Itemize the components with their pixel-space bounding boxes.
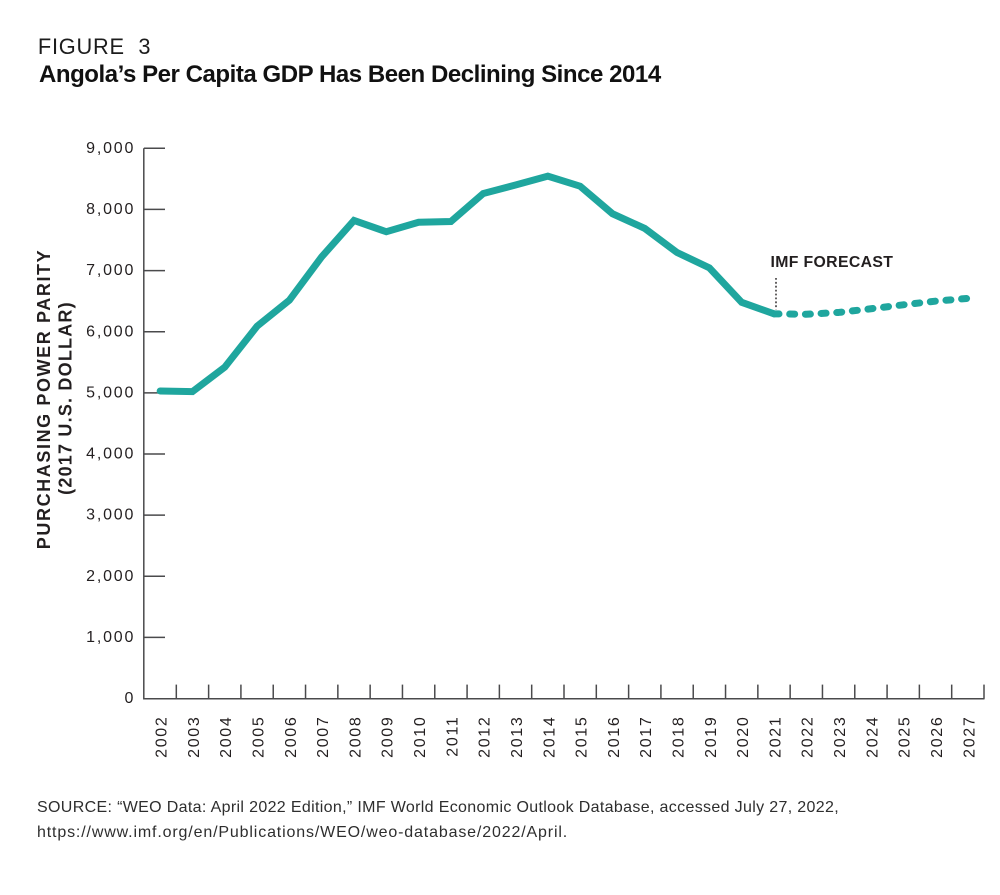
svg-text:2016: 2016 [606,716,623,758]
svg-text:2012: 2012 [477,716,494,758]
svg-text:2004: 2004 [218,716,235,758]
svg-text:2005: 2005 [250,716,267,758]
svg-text:5,000: 5,000 [86,384,135,401]
svg-text:4,000: 4,000 [86,446,135,463]
svg-text:2011: 2011 [444,716,461,757]
svg-text:2023: 2023 [832,716,849,758]
svg-text:7,000: 7,000 [86,262,135,279]
svg-text:2018: 2018 [670,716,687,758]
svg-text:2026: 2026 [929,716,946,758]
svg-text:2024: 2024 [864,716,881,758]
svg-text:2003: 2003 [186,716,203,758]
svg-text:2009: 2009 [380,716,397,758]
svg-text:2013: 2013 [509,716,526,758]
svg-text:2015: 2015 [574,716,591,758]
svg-text:IMF FORECAST: IMF FORECAST [771,254,894,271]
svg-text:2019: 2019 [703,716,720,758]
svg-text:0: 0 [124,690,135,707]
svg-text:2021: 2021 [767,716,784,758]
svg-text:2025: 2025 [897,716,914,758]
svg-text:1,000: 1,000 [86,629,135,646]
svg-text:6,000: 6,000 [86,323,135,340]
svg-text:2006: 2006 [283,716,300,758]
svg-text:PURCHASING POWER PARITY: PURCHASING POWER PARITY [34,249,54,549]
svg-text:3,000: 3,000 [86,507,135,524]
svg-text:9,000: 9,000 [86,140,135,157]
svg-text:2022: 2022 [800,716,817,758]
svg-text:2010: 2010 [412,716,429,758]
svg-text:2027: 2027 [961,716,978,758]
svg-text:2008: 2008 [347,716,364,758]
svg-text:2,000: 2,000 [86,568,135,585]
svg-text:2017: 2017 [638,716,655,758]
svg-text:2007: 2007 [315,716,332,758]
svg-text:2002: 2002 [154,716,171,758]
svg-text:(2017 U.S. DOLLAR): (2017 U.S. DOLLAR) [56,301,76,495]
svg-text:2014: 2014 [541,716,558,758]
svg-text:8,000: 8,000 [86,201,135,218]
svg-text:2020: 2020 [735,716,752,758]
